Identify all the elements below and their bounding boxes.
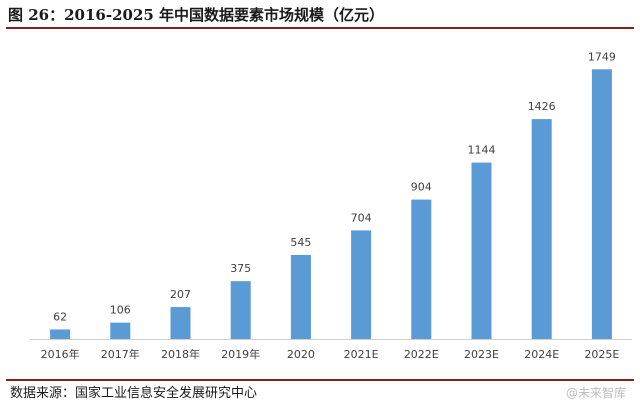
data-label: 106: [110, 304, 131, 317]
bar: [531, 119, 552, 339]
x-tick-label: 2017年: [101, 347, 140, 361]
bar: [591, 69, 612, 339]
x-tick-label: 2018年: [161, 347, 200, 361]
data-label: 62: [53, 310, 67, 323]
source-rule: [6, 379, 634, 381]
data-label: 545: [290, 236, 311, 249]
title-rule: [6, 27, 634, 29]
data-label: 1426: [528, 100, 556, 113]
bar: [110, 322, 131, 339]
data-label: 207: [170, 288, 191, 301]
data-label: 904: [411, 181, 432, 194]
x-tick-label: 2022E: [404, 348, 439, 361]
x-tick-label: 2021E: [344, 348, 379, 361]
x-tick-label: 2020: [287, 348, 315, 361]
data-label: 704: [351, 211, 372, 224]
source-note: 数据来源：国家工业信息安全发展研究中心: [10, 386, 258, 401]
data-label: 1749: [588, 50, 616, 63]
data-label: 1144: [468, 144, 496, 157]
x-tick-label: 2025E: [584, 348, 619, 361]
x-tick-label: 2016年: [41, 347, 80, 361]
x-tick-label: 2019年: [221, 347, 260, 361]
x-tick-label: 2024E: [524, 348, 559, 361]
figure-title: 图 26：2016-2025 年中国数据要素市场规模（亿元）: [8, 6, 385, 24]
bar: [411, 199, 432, 339]
bar: [170, 307, 191, 339]
bar: [471, 162, 492, 339]
watermark-text: @未来智库: [565, 386, 626, 400]
data-label: 375: [230, 262, 251, 275]
bar: [351, 230, 372, 339]
bar: [290, 254, 311, 339]
bar: [50, 329, 71, 339]
x-tick-label: 2023E: [464, 348, 499, 361]
bar: [230, 281, 251, 339]
